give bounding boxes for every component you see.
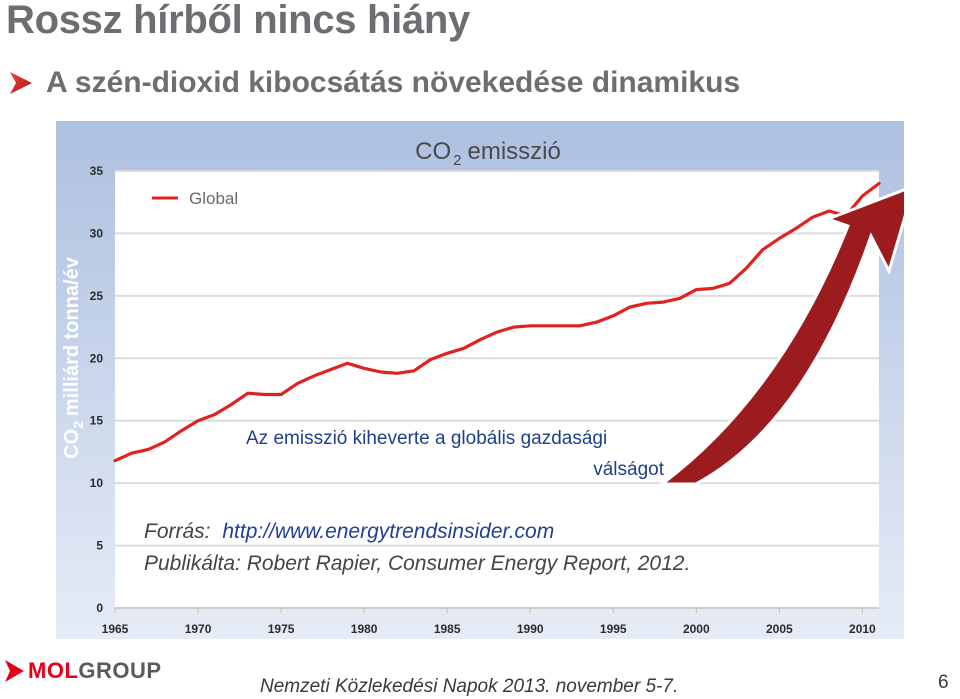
ytick-label: 10 [90,476,104,490]
publisher-line: Publikálta: Robert Rapier, Consumer Ener… [144,552,690,575]
ylabel-co: CO [61,429,83,459]
ytick-label: 25 [90,289,104,303]
xtick-label: 2005 [766,622,793,636]
ytick-label: 15 [90,414,104,428]
logo-text: MOLGROUP [28,658,162,684]
crisis-annotation-line2: válságot [593,459,664,480]
xtick-label: 1990 [517,622,544,636]
chart-title-co: CO [415,138,451,165]
xtick-label: 1980 [351,622,378,636]
xtick-label: 1995 [600,622,627,636]
page-number: 6 [938,672,949,693]
ytick-label: 35 [90,164,104,178]
chart-title-rest: emisszió [467,138,560,165]
mol-logo-icon [5,660,24,682]
logo-group: GROUP [78,658,162,683]
source-line: Forrás: http://www.energytrendsinsider.c… [144,520,554,543]
xtick-label: 1985 [434,622,461,636]
xtick-label: 1965 [102,622,129,636]
slide-subtitle: A szén-dioxid kibocsátás növekedése dina… [46,66,741,99]
ytick-label: 20 [90,351,104,365]
chart-legend: Global [152,189,238,208]
ylabel-rest: milliárd tonna/év [61,256,83,416]
chart-svg: 1965 1970 1975 1980 1985 1990 1995 2000 2005 2010… [56,121,917,639]
ytick-label: 30 [90,226,104,240]
xtick-label: 2010 [849,622,876,636]
xtick-label: 2000 [683,622,710,636]
mol-group-logo: MOLGROUP [4,658,162,684]
chart-ylabel: CO2 milliárd tonna/év [61,256,86,459]
logo-mol: MOL [28,658,79,683]
chart-title-sub: 2 [453,152,461,169]
bullet-arrow-icon [10,72,32,94]
subtitle-row: A szén-dioxid kibocsátás növekedése dina… [8,66,740,100]
source-url[interactable]: http://www.energytrendsinsider.com [222,520,554,543]
crisis-annotation-line1: Az emisszió kiheverte a globális gazdasá… [246,428,607,449]
source-label: Forrás: [144,520,211,543]
legend-label: Global [189,189,238,208]
plot-area [115,171,879,608]
footer-event: Nemzeti Közlekedési Napok 2013. november… [260,676,679,697]
slide-title: Rossz hírből nincs hiány [6,0,470,42]
ytick-label: 0 [96,601,103,615]
xtick-label: 1970 [185,622,212,636]
chart-title: CO 2 emisszió [415,138,561,169]
ytick-label: 5 [96,539,103,553]
series-line-global [113,181,881,463]
co2-chart: 1965 1970 1975 1980 1985 1990 1995 2000 2005 2010… [56,121,917,639]
xtick-label: 1975 [268,622,295,636]
ylabel-sub: 2 [70,421,86,429]
